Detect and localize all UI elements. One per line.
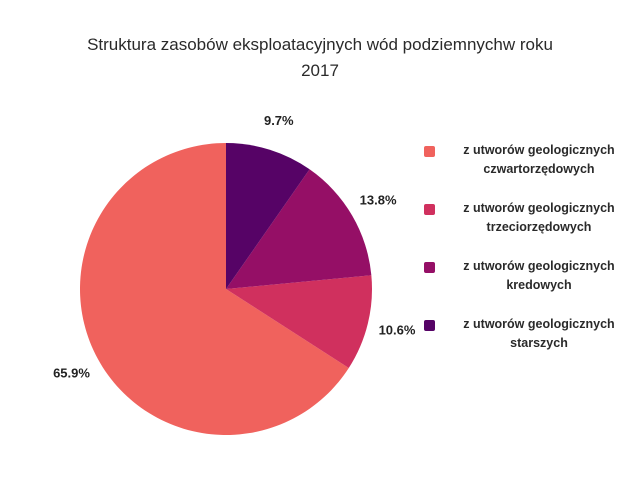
legend-swatch-czwartorzedowe [424, 146, 435, 157]
legend-label-line: z utworów geologicznych [463, 317, 615, 331]
pie-value-label-trzeciorzedowe: 10.6% [379, 323, 416, 338]
legend-label-line: trzeciorzędowych [486, 220, 592, 234]
legend-item-starsze: z utworów geologicznych starszych [424, 311, 634, 369]
pie-value-label-starsze: 9.7% [264, 113, 294, 128]
pie-slice-czwartorzedowe [79, 143, 349, 436]
pie-slice-kredowe [226, 169, 372, 289]
legend-item-kredowe: z utworów geologicznych kredowych [424, 253, 634, 311]
legend-label-kredowe: z utworów geologicznych kredowych [444, 257, 634, 295]
legend-label-czwartorzedowe: z utworów geologicznych czwartorzędowych [444, 141, 634, 179]
legend-label-line: z utworów geologicznych [463, 201, 615, 215]
legend-label-line: czwartorzędowych [483, 162, 595, 176]
pie-value-label-kredowe: 13.8% [360, 192, 397, 207]
legend-label-line: kredowych [506, 278, 572, 292]
legend: z utworów geologicznych czwartorzędowych… [424, 137, 634, 369]
legend-label-trzeciorzedowe: z utworów geologicznych trzeciorzędowych [444, 199, 634, 237]
legend-item-czwartorzedowe: z utworów geologicznych czwartorzędowych [424, 137, 634, 195]
chart-title-line-2: 2017 [301, 61, 339, 80]
pie-slice-starsze [226, 143, 310, 289]
legend-label-line: z utworów geologicznych [463, 143, 615, 157]
legend-swatch-trzeciorzedowe [424, 204, 435, 215]
legend-label-line: z utworów geologicznych [463, 259, 615, 273]
legend-swatch-kredowe [424, 262, 435, 273]
pie-slices [79, 143, 372, 436]
legend-label-starsze: z utworów geologicznych starszych [444, 315, 634, 353]
chart-title: Struktura zasobów eksploatacyjnych wód p… [0, 32, 640, 84]
legend-swatch-starsze [424, 320, 435, 331]
legend-item-trzeciorzedowe: z utworów geologicznych trzeciorzędowych [424, 195, 634, 253]
pie-value-labels: 65.9% 10.6% 13.8% 9.7% [53, 113, 416, 380]
chart-title-line-1: Struktura zasobów eksploatacyjnych wód p… [87, 35, 553, 54]
pie-slice-trzeciorzedowe [226, 275, 372, 368]
legend-label-line: starszych [510, 336, 568, 350]
pie-value-label-czwartorzedowe: 65.9% [53, 365, 90, 380]
